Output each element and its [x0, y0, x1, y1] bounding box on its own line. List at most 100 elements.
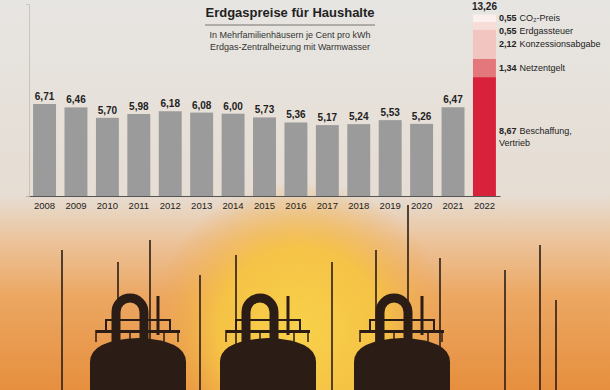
bar: [316, 125, 339, 196]
x-tick-label: 2019: [380, 200, 401, 211]
series-3: [473, 30, 496, 59]
data-label: 6,18: [161, 98, 181, 109]
title-rule: [205, 25, 375, 26]
sun: [150, 180, 450, 390]
x-tick-label: 2016: [285, 200, 306, 211]
x-tick-label: 2020: [411, 200, 432, 211]
data-label: 5,73: [255, 104, 275, 115]
background: [0, 0, 610, 390]
x-tick: 2013: [191, 200, 212, 211]
pipe: [380, 298, 408, 345]
data-label: 6,46: [66, 94, 86, 105]
tank: [354, 338, 450, 390]
segment-label: 1,34Netzentgelt: [499, 63, 566, 73]
x-axis-line: [30, 196, 501, 197]
segment-name: Konzessionsabgabe: [519, 39, 600, 49]
segment-label: 2,12Konzessionsabgabe: [499, 39, 601, 49]
data-label: 5,24: [349, 111, 369, 122]
x-tick: 2021: [442, 200, 463, 211]
segment-name: Netzentgelt: [519, 63, 565, 73]
subtitle: Erdgas-Zentralheizung mit Warmwasser: [210, 42, 370, 52]
x-tick-label: 2014: [223, 200, 244, 211]
series-0: [33, 104, 464, 196]
segment-value: 0,55: [499, 26, 517, 36]
bar: [410, 124, 433, 196]
platform: [106, 320, 170, 331]
vent: [287, 296, 290, 335]
antenna: [539, 245, 541, 390]
bar: [284, 122, 307, 196]
vent: [157, 296, 160, 335]
x-tick-label: 2012: [160, 200, 181, 211]
data-label: 5,70: [98, 105, 118, 116]
x-tick: 2011: [129, 200, 149, 211]
vent: [421, 296, 424, 335]
pipe: [246, 298, 274, 345]
y-tick: [26, 196, 29, 197]
bar: [473, 30, 496, 59]
x-tick: 2019: [380, 200, 401, 211]
total-label: 13,26: [472, 1, 497, 12]
series-4: [473, 22, 496, 30]
x-tick: 2010: [97, 200, 118, 211]
chart-container: Erdgaspreise für Haushalte In Mehrfamilie…: [0, 0, 610, 390]
x-tick-label: 2008: [34, 200, 55, 211]
data-label: 6,71: [35, 91, 55, 102]
segment-value: 8,67: [499, 126, 517, 136]
segment-name: CO₂-Preis: [519, 13, 560, 23]
x-tick: 2022: [474, 200, 495, 211]
bar: [253, 117, 276, 196]
segment-name: Beschaffung,: [519, 126, 571, 136]
segment-label: 8,67Beschaffung, Vertrieb: [499, 126, 572, 148]
subtitle: In Mehrfamilienhäusern je Cent pro kWh: [209, 30, 370, 40]
bar: [473, 15, 496, 23]
bar: [33, 104, 56, 196]
data-label: 6,08: [192, 100, 212, 111]
segment-label: 0,55Erdgassteuer: [499, 26, 573, 36]
segment-label: 0,55CO₂-Preis: [499, 13, 561, 23]
data-labels: 6,716,465,705,986,186,086,005,735,365,17…: [35, 13, 601, 147]
x-tick-label: 2021: [442, 200, 463, 211]
bar: [473, 59, 496, 77]
y-tick-mark: [26, 196, 29, 197]
bar: [347, 124, 370, 196]
data-label: 6,47: [443, 94, 463, 105]
antenna: [504, 270, 506, 390]
railing-post: [177, 330, 179, 342]
tank: [90, 338, 186, 390]
x-tick: 2018: [348, 200, 369, 211]
x-tick: 2015: [254, 200, 275, 211]
railing-post: [307, 330, 309, 342]
bar: [190, 113, 213, 196]
antenna: [331, 262, 333, 390]
x-tick-label: 2022: [474, 200, 495, 211]
segment-value: 0,55: [499, 13, 517, 23]
bar: [127, 114, 150, 196]
railing-post: [225, 330, 227, 342]
segment-name: Erdgassteuer: [519, 26, 573, 36]
silhouette: [62, 205, 556, 390]
antenna: [61, 250, 63, 390]
data-label: 5,53: [380, 107, 400, 118]
bar: [473, 22, 496, 30]
bar: [159, 111, 182, 196]
antenna: [199, 275, 201, 390]
x-tick-label: 2010: [97, 200, 118, 211]
platform: [236, 320, 300, 331]
bar: [442, 107, 465, 196]
x-tick: 2016: [285, 200, 306, 211]
railing-post: [359, 330, 361, 342]
antenna: [555, 300, 557, 390]
title: Erdgaspreise für Haushalte: [205, 5, 374, 20]
x-tick: 2017: [317, 200, 338, 211]
bar: [379, 120, 402, 196]
series-2: [473, 59, 496, 77]
data-label: 5,17: [318, 112, 338, 123]
series-5: [473, 15, 496, 23]
x-tick: 2014: [223, 200, 244, 211]
x-tick-label: 2015: [254, 200, 275, 211]
segment-value: 1,34: [499, 63, 517, 73]
railing-post: [441, 330, 443, 342]
data-label: 5,98: [129, 101, 149, 112]
segment-name: Vertrieb: [499, 138, 530, 148]
